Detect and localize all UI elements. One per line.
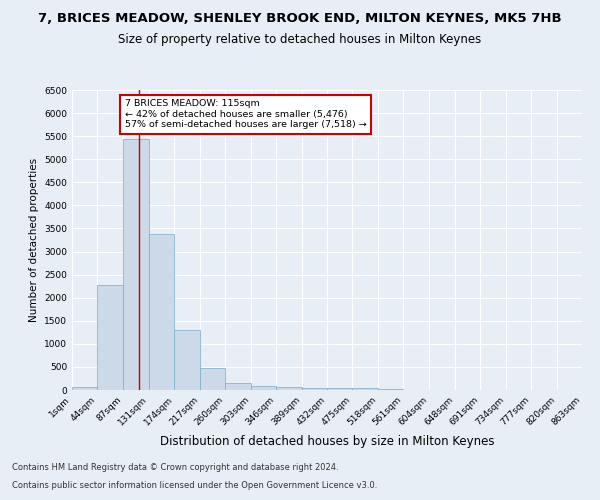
Text: Size of property relative to detached houses in Milton Keynes: Size of property relative to detached ho…: [118, 32, 482, 46]
Text: 7, BRICES MEADOW, SHENLEY BROOK END, MILTON KEYNES, MK5 7HB: 7, BRICES MEADOW, SHENLEY BROOK END, MIL…: [38, 12, 562, 26]
Bar: [123, 139, 149, 390]
Bar: [175, 330, 200, 390]
Bar: [72, 387, 97, 390]
Text: Contains public sector information licensed under the Open Government Licence v3: Contains public sector information licen…: [12, 481, 377, 490]
Bar: [378, 388, 403, 390]
Bar: [97, 285, 123, 390]
Bar: [200, 368, 225, 390]
Text: 7 BRICES MEADOW: 115sqm
← 42% of detached houses are smaller (5,476)
57% of semi: 7 BRICES MEADOW: 115sqm ← 42% of detache…: [125, 99, 367, 129]
Bar: [225, 382, 251, 390]
Text: Contains HM Land Registry data © Crown copyright and database right 2024.: Contains HM Land Registry data © Crown c…: [12, 464, 338, 472]
Bar: [302, 388, 327, 390]
X-axis label: Distribution of detached houses by size in Milton Keynes: Distribution of detached houses by size …: [160, 436, 494, 448]
Bar: [327, 388, 352, 390]
Bar: [149, 234, 175, 390]
Bar: [352, 388, 378, 390]
Y-axis label: Number of detached properties: Number of detached properties: [29, 158, 38, 322]
Bar: [276, 387, 302, 390]
Bar: [251, 386, 276, 390]
